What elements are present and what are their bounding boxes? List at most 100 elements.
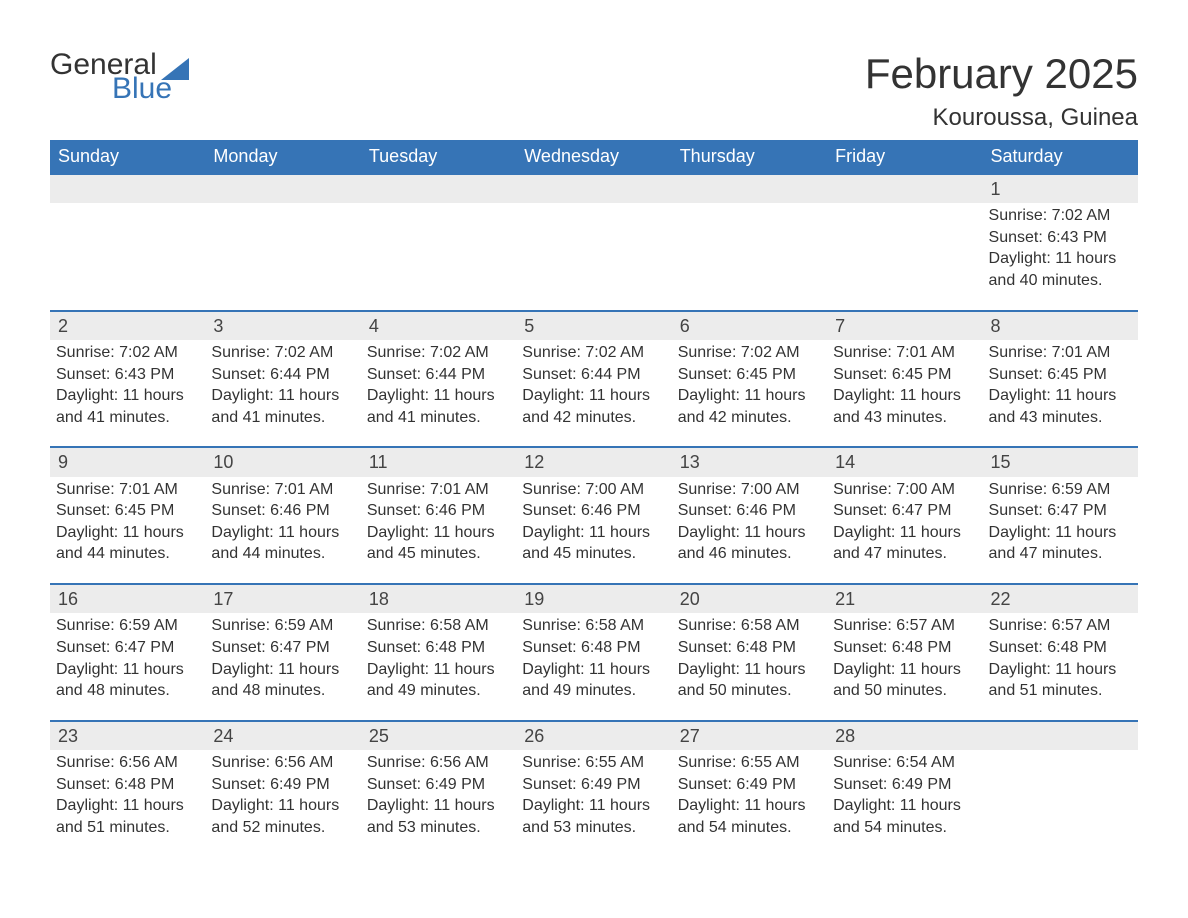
- day-number-cell: [205, 174, 360, 203]
- sunset-text: Sunset: 6:46 PM: [367, 500, 510, 522]
- day-number-cell: 24: [205, 721, 360, 750]
- day-info-cell: Sunrise: 7:02 AMSunset: 6:44 PMDaylight:…: [516, 340, 671, 447]
- sunset-text: Sunset: 6:44 PM: [367, 364, 510, 386]
- location-subtitle: Kouroussa, Guinea: [865, 104, 1138, 132]
- day-number-cell: 6: [672, 311, 827, 340]
- sunrise-text: Sunrise: 7:00 AM: [522, 479, 665, 501]
- sunrise-text: Sunrise: 7:00 AM: [833, 479, 976, 501]
- daylight-text: Daylight: 11 hours and 48 minutes.: [56, 659, 199, 702]
- daylight-text: Daylight: 11 hours and 53 minutes.: [367, 795, 510, 838]
- day-info-cell: Sunrise: 6:59 AMSunset: 6:47 PMDaylight:…: [983, 477, 1138, 584]
- sunset-text: Sunset: 6:49 PM: [522, 774, 665, 796]
- sunset-text: Sunset: 6:45 PM: [56, 500, 199, 522]
- brand-logo: General Blue: [50, 50, 189, 104]
- day-number-cell: 14: [827, 447, 982, 476]
- daylight-text: Daylight: 11 hours and 42 minutes.: [678, 385, 821, 428]
- daylight-text: Daylight: 11 hours and 50 minutes.: [833, 659, 976, 702]
- header-region: General Blue February 2025 Kouroussa, Gu…: [50, 50, 1138, 140]
- day-info-row: Sunrise: 7:02 AMSunset: 6:43 PMDaylight:…: [50, 340, 1138, 447]
- sunrise-text: Sunrise: 7:01 AM: [211, 479, 354, 501]
- sunset-text: Sunset: 6:48 PM: [989, 637, 1132, 659]
- daylight-text: Daylight: 11 hours and 54 minutes.: [833, 795, 976, 838]
- sunrise-text: Sunrise: 6:58 AM: [522, 615, 665, 637]
- day-number-cell: 28: [827, 721, 982, 750]
- daylight-text: Daylight: 11 hours and 52 minutes.: [211, 795, 354, 838]
- sunrise-text: Sunrise: 7:02 AM: [367, 342, 510, 364]
- day-info-cell: Sunrise: 6:57 AMSunset: 6:48 PMDaylight:…: [827, 613, 982, 720]
- daylight-text: Daylight: 11 hours and 43 minutes.: [833, 385, 976, 428]
- sunset-text: Sunset: 6:45 PM: [833, 364, 976, 386]
- day-info-cell: Sunrise: 7:01 AMSunset: 6:46 PMDaylight:…: [205, 477, 360, 584]
- daynum-row: 1: [50, 174, 1138, 203]
- daylight-text: Daylight: 11 hours and 51 minutes.: [989, 659, 1132, 702]
- day-number-cell: 11: [361, 447, 516, 476]
- day-info-cell: [516, 203, 671, 310]
- month-title: February 2025: [865, 50, 1138, 98]
- daynum-row: 2345678: [50, 311, 1138, 340]
- daylight-text: Daylight: 11 hours and 42 minutes.: [522, 385, 665, 428]
- sunset-text: Sunset: 6:49 PM: [367, 774, 510, 796]
- daylight-text: Daylight: 11 hours and 43 minutes.: [989, 385, 1132, 428]
- daynum-row: 232425262728: [50, 721, 1138, 750]
- day-number-cell: 12: [516, 447, 671, 476]
- daylight-text: Daylight: 11 hours and 44 minutes.: [211, 522, 354, 565]
- sunset-text: Sunset: 6:49 PM: [678, 774, 821, 796]
- day-info-cell: Sunrise: 6:58 AMSunset: 6:48 PMDaylight:…: [516, 613, 671, 720]
- sunrise-text: Sunrise: 6:55 AM: [678, 752, 821, 774]
- day-number-cell: 23: [50, 721, 205, 750]
- daylight-text: Daylight: 11 hours and 47 minutes.: [833, 522, 976, 565]
- day-info-cell: Sunrise: 6:56 AMSunset: 6:49 PMDaylight:…: [205, 750, 360, 856]
- day-number-cell: 20: [672, 584, 827, 613]
- daylight-text: Daylight: 11 hours and 40 minutes.: [989, 248, 1132, 291]
- sunrise-text: Sunrise: 7:02 AM: [56, 342, 199, 364]
- day-number-cell: 4: [361, 311, 516, 340]
- day-number-cell: 17: [205, 584, 360, 613]
- sunrise-text: Sunrise: 6:56 AM: [56, 752, 199, 774]
- day-info-cell: Sunrise: 6:55 AMSunset: 6:49 PMDaylight:…: [672, 750, 827, 856]
- day-number-cell: 21: [827, 584, 982, 613]
- sunrise-text: Sunrise: 6:54 AM: [833, 752, 976, 774]
- sunset-text: Sunset: 6:46 PM: [522, 500, 665, 522]
- day-info-row: Sunrise: 7:02 AMSunset: 6:43 PMDaylight:…: [50, 203, 1138, 310]
- sunset-text: Sunset: 6:48 PM: [678, 637, 821, 659]
- sunrise-text: Sunrise: 6:57 AM: [833, 615, 976, 637]
- day-number-cell: [672, 174, 827, 203]
- day-info-cell: Sunrise: 7:00 AMSunset: 6:46 PMDaylight:…: [672, 477, 827, 584]
- daylight-text: Daylight: 11 hours and 41 minutes.: [367, 385, 510, 428]
- daylight-text: Daylight: 11 hours and 46 minutes.: [678, 522, 821, 565]
- day-info-cell: [983, 750, 1138, 856]
- day-info-cell: Sunrise: 6:59 AMSunset: 6:47 PMDaylight:…: [205, 613, 360, 720]
- daylight-text: Daylight: 11 hours and 50 minutes.: [678, 659, 821, 702]
- day-number-cell: [361, 174, 516, 203]
- day-number-cell: 19: [516, 584, 671, 613]
- calendar-body: 1Sunrise: 7:02 AMSunset: 6:43 PMDaylight…: [50, 174, 1138, 856]
- sunrise-text: Sunrise: 7:01 AM: [56, 479, 199, 501]
- sunrise-text: Sunrise: 6:56 AM: [367, 752, 510, 774]
- sunrise-text: Sunrise: 7:01 AM: [367, 479, 510, 501]
- sunrise-text: Sunrise: 6:56 AM: [211, 752, 354, 774]
- sunset-text: Sunset: 6:45 PM: [678, 364, 821, 386]
- sunrise-text: Sunrise: 7:02 AM: [522, 342, 665, 364]
- daynum-row: 9101112131415: [50, 447, 1138, 476]
- sunrise-text: Sunrise: 6:55 AM: [522, 752, 665, 774]
- daylight-text: Daylight: 11 hours and 49 minutes.: [522, 659, 665, 702]
- sunrise-text: Sunrise: 7:01 AM: [833, 342, 976, 364]
- day-info-cell: Sunrise: 7:02 AMSunset: 6:44 PMDaylight:…: [361, 340, 516, 447]
- calendar-table: Sunday Monday Tuesday Wednesday Thursday…: [50, 140, 1138, 856]
- day-number-cell: 7: [827, 311, 982, 340]
- sunset-text: Sunset: 6:45 PM: [989, 364, 1132, 386]
- sunrise-text: Sunrise: 7:01 AM: [989, 342, 1132, 364]
- daylight-text: Daylight: 11 hours and 54 minutes.: [678, 795, 821, 838]
- day-info-cell: Sunrise: 7:00 AMSunset: 6:47 PMDaylight:…: [827, 477, 982, 584]
- sunrise-text: Sunrise: 7:02 AM: [989, 205, 1132, 227]
- calendar-header-row: Sunday Monday Tuesday Wednesday Thursday…: [50, 140, 1138, 174]
- day-number-cell: [50, 174, 205, 203]
- daylight-text: Daylight: 11 hours and 44 minutes.: [56, 522, 199, 565]
- day-number-cell: [516, 174, 671, 203]
- daylight-text: Daylight: 11 hours and 45 minutes.: [367, 522, 510, 565]
- col-header: Sunday: [50, 140, 205, 174]
- sunset-text: Sunset: 6:46 PM: [211, 500, 354, 522]
- brand-logo-text-2: Blue: [112, 74, 189, 104]
- day-info-cell: Sunrise: 6:57 AMSunset: 6:48 PMDaylight:…: [983, 613, 1138, 720]
- day-info-row: Sunrise: 7:01 AMSunset: 6:45 PMDaylight:…: [50, 477, 1138, 584]
